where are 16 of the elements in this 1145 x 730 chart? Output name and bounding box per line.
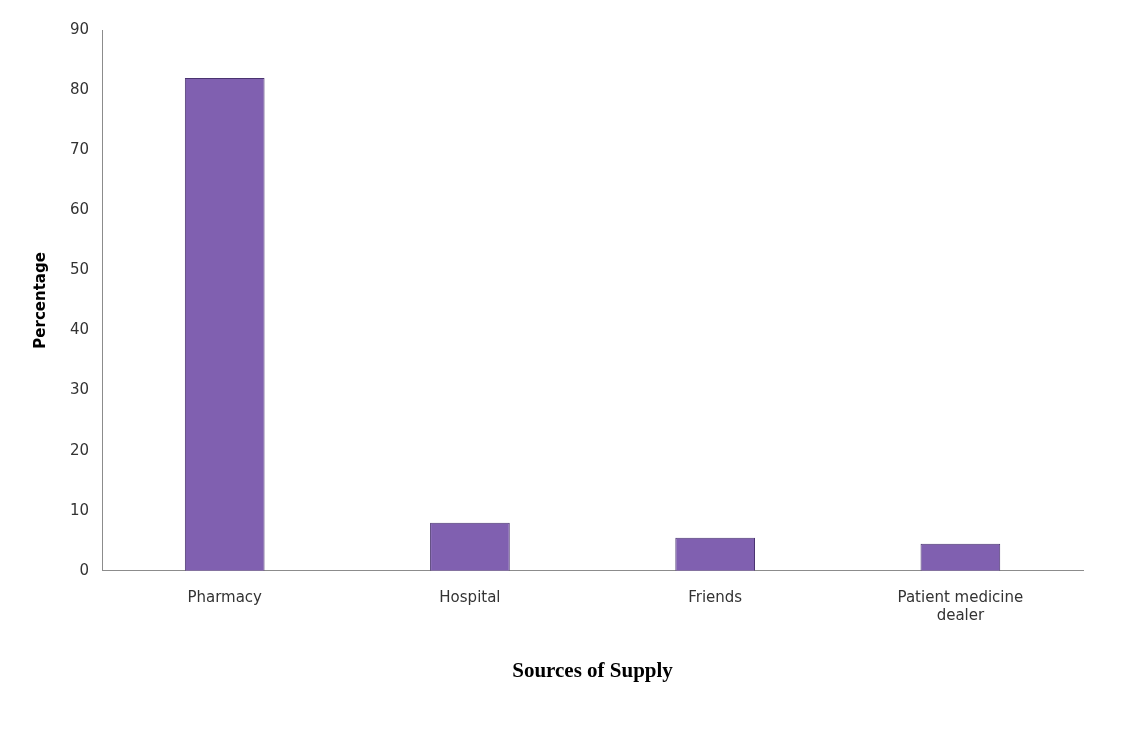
- x-tick-label: Patient medicine dealer: [897, 587, 1024, 624]
- x-tick-label: Hospital: [439, 587, 501, 606]
- x-axis-title: Sources of Supply: [512, 657, 674, 682]
- y-tick-label: 30: [69, 380, 90, 399]
- y-tick-label: 90: [69, 19, 90, 38]
- y-tick-label: 0: [79, 560, 90, 579]
- y-tick-label: 10: [69, 500, 90, 519]
- y-tick-label: 40: [69, 320, 90, 339]
- y-tick-label: 50: [69, 260, 90, 279]
- y-tick-label: 60: [69, 200, 90, 219]
- y-tick-label: 20: [69, 440, 90, 459]
- y-tick-label: 80: [69, 79, 90, 98]
- y-axis-title: Percentage: [30, 252, 49, 349]
- x-tick-label: Pharmacy: [187, 587, 263, 606]
- y-tick-label: 70: [69, 140, 90, 159]
- x-tick-label: Friends: [688, 587, 743, 606]
